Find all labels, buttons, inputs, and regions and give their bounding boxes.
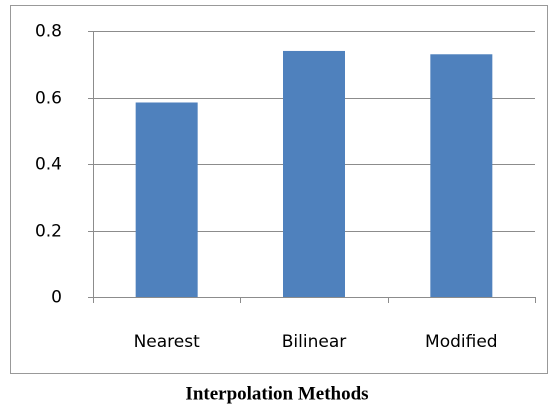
y-tick-label: 0.4 xyxy=(35,155,62,175)
x-tick-label: Modified xyxy=(425,332,498,352)
chart-title: Interpolation Methods xyxy=(185,383,368,404)
y-tick-label: 0.2 xyxy=(35,222,62,242)
x-tick-label: Nearest xyxy=(134,332,201,352)
bar xyxy=(283,50,345,298)
bar xyxy=(135,102,198,297)
y-tick-label: 0 xyxy=(51,288,62,308)
bar xyxy=(430,54,493,298)
x-tick-label: Bilinear xyxy=(282,332,346,352)
y-tick-label: 0.8 xyxy=(35,22,62,42)
y-tick-label: 0.6 xyxy=(35,89,62,109)
